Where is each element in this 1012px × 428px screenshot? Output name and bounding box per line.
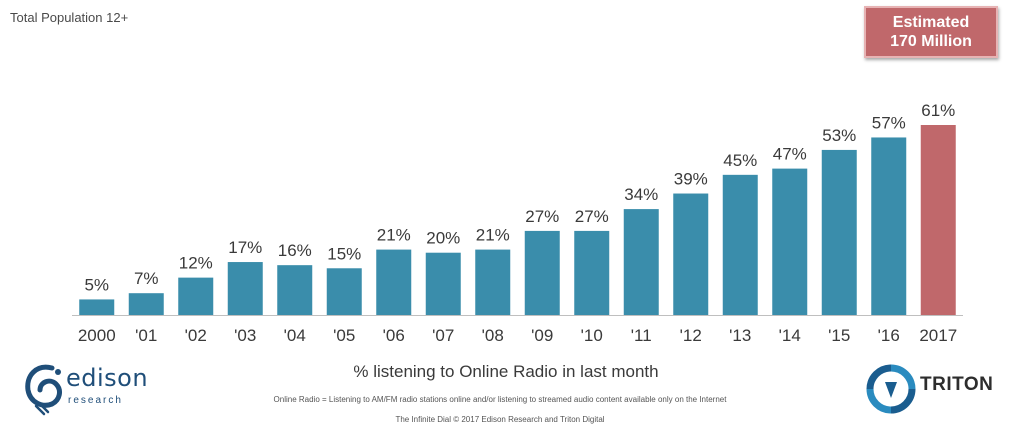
bar-chart: 5% 7% 12% 17% 16% 15% 21% 20% 21% 27% 27% 34% 39% 45%… xyxy=(72,101,963,345)
estimate-line-2: 170 Million xyxy=(890,33,972,50)
triton-ring-icon xyxy=(866,364,916,414)
x-tick-label: '07 xyxy=(432,326,454,345)
bar-16 xyxy=(871,137,907,315)
bar-value-label: 27% xyxy=(525,207,559,226)
bar-value-label: 20% xyxy=(426,229,460,248)
bar-value-label: 39% xyxy=(674,170,708,189)
x-tick-label: '09 xyxy=(531,326,553,345)
x-tick-label: '08 xyxy=(482,326,504,345)
x-tick-label: '16 xyxy=(878,326,900,345)
credit-line: The Infinite Dial © 2017 Edison Research… xyxy=(395,415,605,424)
bar-10 xyxy=(574,230,610,315)
x-tick-label: '02 xyxy=(185,326,207,345)
bar-value-label: 53% xyxy=(822,126,856,145)
bar-15 xyxy=(821,149,857,315)
bar-value-label: 21% xyxy=(377,226,411,245)
bar-17 xyxy=(920,125,956,315)
bar-value-label: 15% xyxy=(327,244,361,263)
x-tick-label: '11 xyxy=(631,326,652,345)
x-tick-label: '13 xyxy=(729,326,751,345)
x-axis-title: % listening to Online Radio in last mont… xyxy=(353,362,659,381)
bar-7 xyxy=(425,252,461,315)
bar-14 xyxy=(772,168,808,315)
bar-6 xyxy=(376,249,412,315)
edison-logo-wordmark: edison xyxy=(66,364,149,392)
bar-value-label: 5% xyxy=(84,275,109,294)
x-tick-label-group: 2000 '01 '02 '03 '04 '05 '06 '07 '08 '09 '10 '11 '12… xyxy=(78,326,957,345)
bar-5 xyxy=(326,268,362,315)
bar-value-label: 12% xyxy=(179,254,213,273)
footnote: Online Radio = Listening to AM/FM radio … xyxy=(273,395,727,404)
bar-value-label: 7% xyxy=(134,269,159,288)
x-tick-label: '05 xyxy=(333,326,355,345)
edison-logo-subtext: research xyxy=(68,395,123,406)
bar-group xyxy=(79,125,956,315)
x-tick-label: '01 xyxy=(135,326,157,345)
bar-value-label: 57% xyxy=(872,113,906,132)
chart-subtitle: Total Population 12+ xyxy=(10,10,129,25)
edison-bulb-icon xyxy=(25,364,62,416)
bar-value-label: 34% xyxy=(624,185,658,204)
x-tick-label: '10 xyxy=(581,326,603,345)
bar-value-label: 16% xyxy=(278,241,312,260)
bar-value-label: 47% xyxy=(773,145,807,164)
bar-value-label: 27% xyxy=(575,207,609,226)
x-tick-label: '14 xyxy=(779,326,801,345)
bar-8 xyxy=(475,249,511,315)
bar-11 xyxy=(623,209,659,315)
estimate-callout: Estimated 170 Million xyxy=(864,6,998,58)
edison-research-logo: edison research xyxy=(22,362,152,418)
value-label-group: 5% 7% 12% 17% 16% 15% 21% 20% 21% 27% 27% 34% 39% 45%… xyxy=(84,101,955,294)
x-tick-label: 2000 xyxy=(78,326,116,345)
bar-value-label: 45% xyxy=(723,151,757,170)
bar-12 xyxy=(673,193,709,315)
x-tick-label: '03 xyxy=(234,326,256,345)
x-tick-label: '15 xyxy=(828,326,850,345)
bar-3 xyxy=(227,262,263,315)
bar-4 xyxy=(277,265,313,315)
bar-value-label: 17% xyxy=(228,238,262,257)
estimate-line-1: Estimated xyxy=(892,14,970,31)
bar-value-label: 61% xyxy=(921,101,955,120)
bar-2 xyxy=(178,277,214,315)
x-tick-label: '12 xyxy=(680,326,702,345)
x-tick-label: '04 xyxy=(284,326,306,345)
triton-logo-wordmark: TRITON xyxy=(920,374,994,395)
bar-1 xyxy=(128,293,164,315)
triton-digital-logo: TRITON xyxy=(866,364,1006,414)
bar-value-label: 21% xyxy=(476,226,510,245)
x-tick-label: 2017 xyxy=(919,326,957,345)
bar-9 xyxy=(524,230,560,315)
bar-0 xyxy=(79,299,115,315)
bar-13 xyxy=(722,174,758,315)
x-tick-label: '06 xyxy=(383,326,405,345)
